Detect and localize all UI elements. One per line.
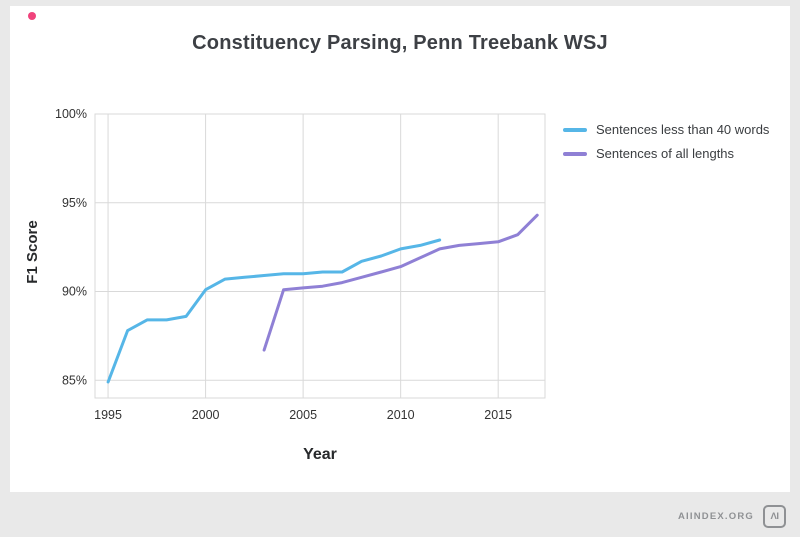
plot-border [94,113,546,399]
x-tick-label: 2010 [387,408,415,422]
legend-swatch-purple [563,151,587,156]
x-tick-label: 2005 [289,408,317,422]
footer-site-text: AIINDEX.ORG [677,510,754,522]
accent-dot [28,12,36,20]
legend-label-under-40-words: Sentences less than 40 words [596,122,770,137]
x-axis-title: Year [303,446,337,463]
chart-card: Constituency Parsing, Penn Treebank WSJ … [10,6,790,492]
chart-title: Constituency Parsing, Penn Treebank WSJ [192,32,608,54]
y-tick-label: 95% [62,196,87,210]
legend-label-all-lengths: Sentences of all lengths [596,146,735,161]
x-tick-label: 1995 [94,408,122,422]
ai-index-logo-text: ΛI [770,510,779,522]
legend-item-all-lengths: Sentences of all lengths [563,146,769,161]
legend: Sentences less than 40 words Sentences o… [563,122,769,161]
ai-index-logo: ΛI [763,504,786,528]
x-tick-label: 2000 [192,408,220,422]
y-axis-title: F1 Score [24,220,41,284]
line-chart-plot: 1995 2000 2005 2010 2015 85% 90% 95% 100% [55,107,546,422]
legend-swatch-blue [563,127,587,132]
y-tick-label: 100% [55,107,87,121]
legend-item-under-40-words: Sentences less than 40 words [563,122,769,137]
y-tick-label: 85% [62,373,87,387]
y-tick-label: 90% [62,285,87,299]
footer: AIINDEX.ORG ΛI [678,503,786,529]
series-line [262,213,539,352]
x-tick-label: 2015 [484,408,512,422]
series-line [106,238,442,384]
